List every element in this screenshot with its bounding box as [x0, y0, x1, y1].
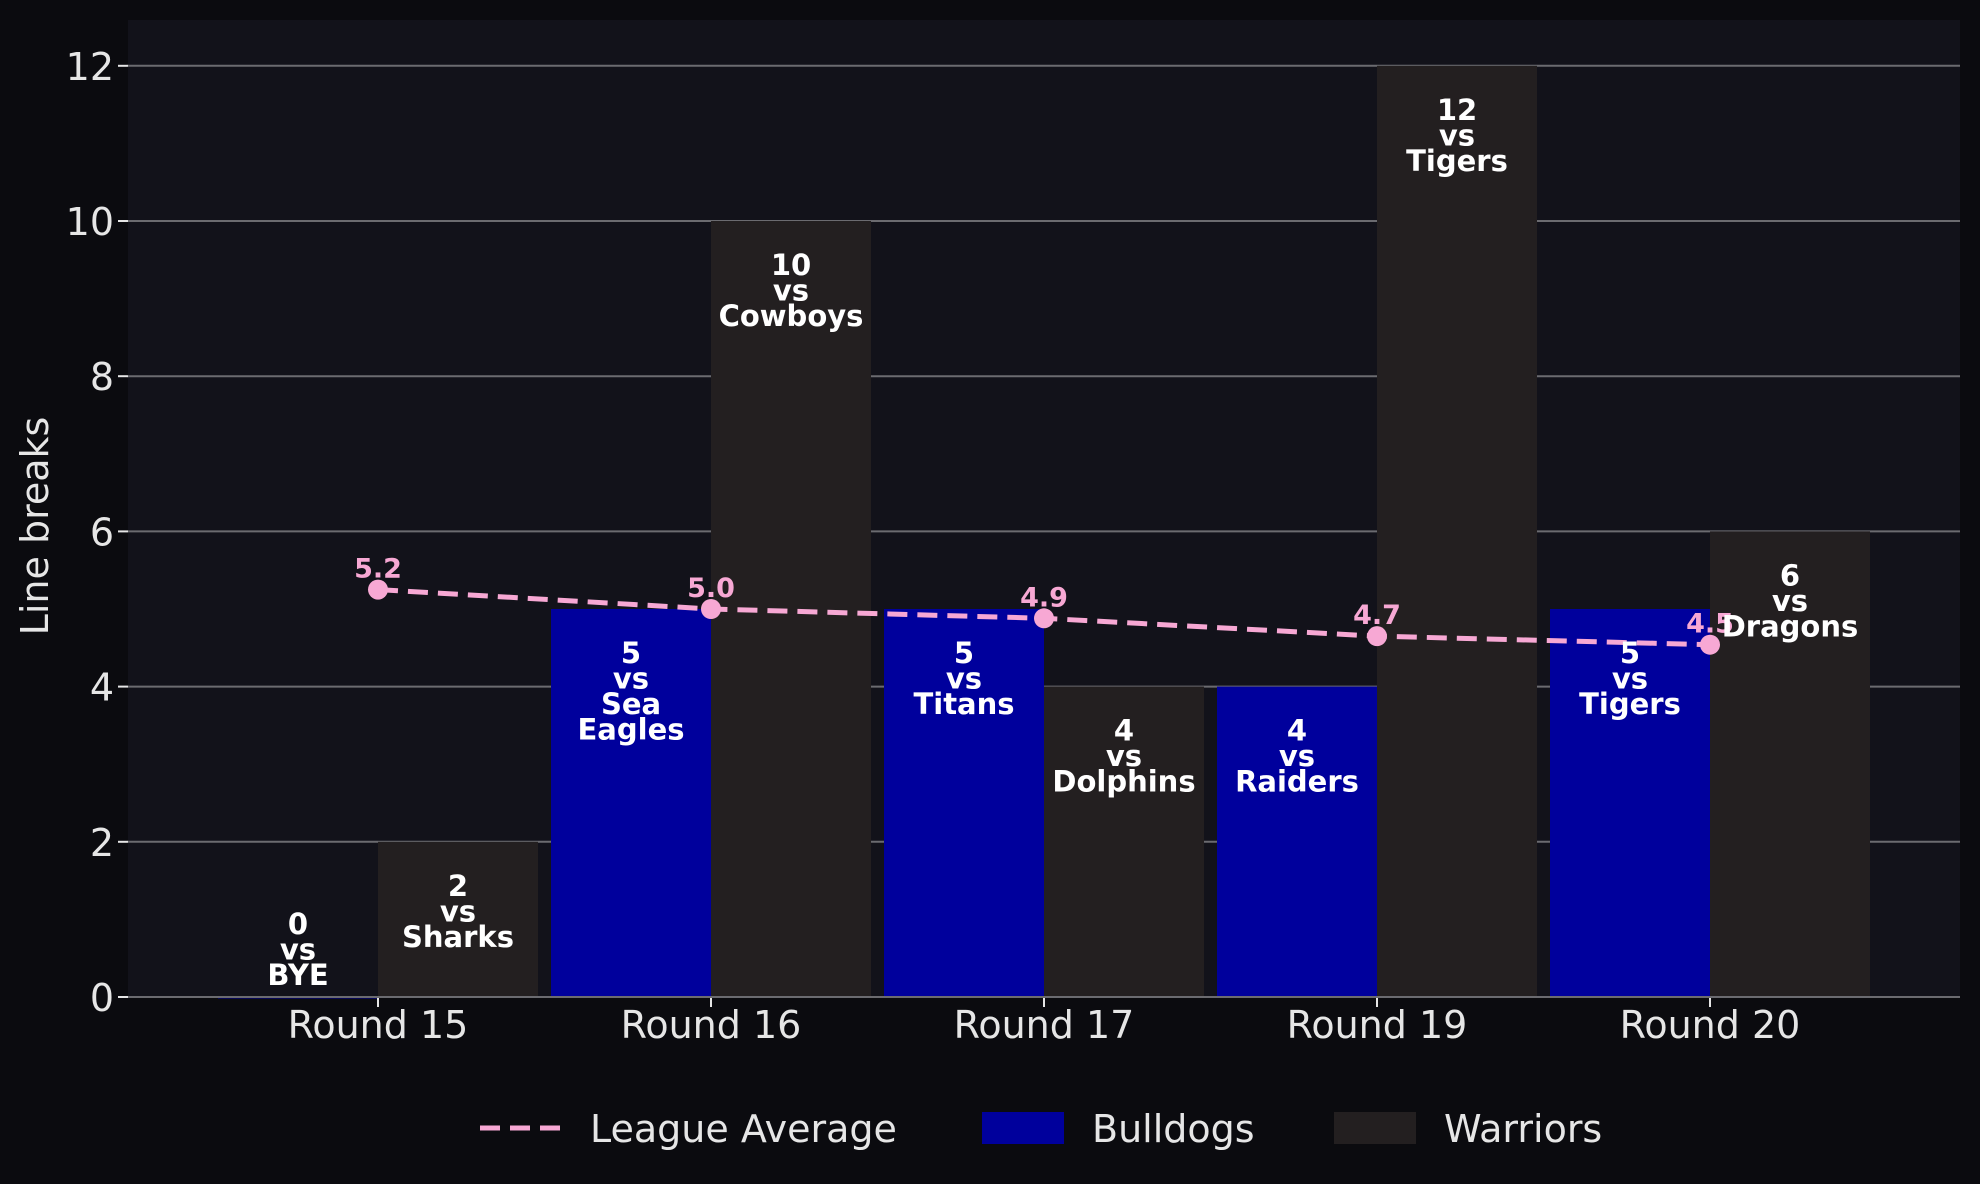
bar-warriors [378, 841, 538, 997]
x-tick-label: Round 15 [288, 1003, 469, 1047]
bar-warriors [1377, 65, 1537, 998]
legend-swatch-bulldogs [982, 1112, 1064, 1144]
league-average-label: 5.0 [687, 573, 735, 604]
legend: League Average Bulldogs Warriors [480, 1107, 1602, 1151]
bar-label-line: Sharks [402, 920, 514, 954]
bar-label-line: 5 [621, 636, 641, 670]
bar-warriors [711, 221, 871, 997]
league-average-label: 4.5 [1686, 609, 1734, 640]
bar-label-line: 0 [288, 907, 308, 941]
bar-label-line: vs [613, 662, 649, 696]
bar-label-line: Raiders [1235, 765, 1359, 799]
league-average-label: 4.7 [1353, 600, 1401, 631]
legend-label-league-average: League Average [590, 1107, 897, 1151]
bar-label-line: Titans [913, 687, 1014, 721]
bar-label-line: 2 [448, 869, 468, 903]
bar-bulldogs [1217, 686, 1377, 997]
league-average-point [368, 579, 388, 600]
bar-label-line: Tigers [1579, 687, 1681, 721]
bar-label: 5 vs Titans [913, 636, 1014, 721]
x-tick-label: Round 17 [954, 1003, 1135, 1047]
y-tick-label: 12 [66, 45, 114, 89]
bar-label-line: BYE [267, 958, 328, 992]
bar-label-line: vs [280, 933, 316, 967]
bar-label: 5 vs Sea Eagles [577, 636, 684, 747]
y-axis-title: Line breaks [13, 417, 57, 636]
bar-label-line: vs [1279, 739, 1315, 773]
bar-bulldogs [884, 609, 1044, 997]
bar-label-line: 4 [1114, 714, 1134, 748]
y-tick-label: 0 [90, 976, 114, 1020]
bar-label: 0 vs BYE [267, 907, 328, 992]
x-tick-label: Round 20 [1620, 1003, 1801, 1047]
bar-label-line: 6 [1780, 558, 1800, 592]
bar-label-line: vs [946, 662, 982, 696]
bar-warriors [1044, 686, 1204, 997]
bar-label: 10 vs Cowboys [719, 248, 864, 333]
bar-label-line: Dragons [1722, 609, 1859, 643]
league-average-point [1700, 634, 1720, 655]
legend-swatch-warriors [1334, 1112, 1416, 1144]
bar-label-line: 12 [1437, 93, 1477, 127]
bar-label-line: vs [440, 894, 476, 928]
bar-label-line: 5 [1620, 636, 1640, 670]
bars [218, 65, 1870, 999]
bar-warriors [1710, 531, 1870, 997]
y-tick-label: 4 [90, 666, 114, 710]
bar-label: 12 vs Tigers [1406, 93, 1508, 178]
legend-label-warriors: Warriors [1444, 1107, 1602, 1151]
bar-label-line: Tigers [1406, 144, 1508, 178]
y-tick-label: 8 [90, 355, 114, 399]
x-tick-label: Round 16 [621, 1003, 802, 1047]
y-tick-label: 2 [90, 821, 114, 865]
bar-label-line: Eagles [577, 713, 684, 747]
bar-label-line: Sea [601, 687, 661, 721]
bar-label-line: Dolphins [1052, 765, 1195, 799]
bar-bulldogs [1550, 609, 1710, 997]
league-average-point [1034, 608, 1054, 629]
x-tick-label: Round 19 [1287, 1003, 1468, 1047]
bar-label: 4 vs Raiders [1235, 714, 1359, 799]
bar-label-line: Cowboys [719, 299, 864, 333]
bar-label: 4 vs Dolphins [1052, 714, 1195, 799]
bar-label: 2 vs Sharks [402, 869, 514, 954]
bar-label-line: vs [1612, 662, 1648, 696]
bar-label-line: vs [1772, 584, 1808, 618]
y-tick-label: 10 [66, 200, 114, 244]
y-tick-label: 6 [90, 510, 114, 554]
legend-label-bulldogs: Bulldogs [1092, 1107, 1255, 1151]
league-average-point [701, 599, 721, 619]
axes: 0 2 4 6 8 10 12 Round 15 Round 16 Round 17 Round 1… [66, 45, 1960, 1047]
bar-label-line: 5 [954, 636, 974, 670]
league-average-point [1367, 626, 1387, 647]
average-line: 5.2 5.0 4.9 4.7 4.5 [354, 554, 1734, 655]
bar-label-line: vs [773, 274, 809, 308]
bar-label: 6 vs Dragons [1722, 558, 1859, 643]
bar-label-line: vs [1106, 739, 1142, 773]
bar-label-line: 10 [771, 248, 811, 282]
bar-label-line: vs [1439, 118, 1475, 152]
bar-bulldogs [551, 609, 711, 997]
bar-label: 5 vs Tigers [1579, 636, 1681, 721]
league-average-label: 4.9 [1020, 582, 1068, 613]
bar-label-line: 4 [1287, 714, 1307, 748]
league-average-label: 5.2 [354, 554, 402, 585]
